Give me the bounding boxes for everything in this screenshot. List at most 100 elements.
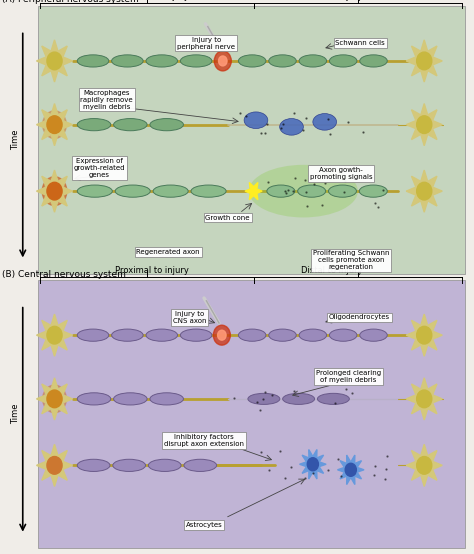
Circle shape: [47, 326, 62, 344]
Polygon shape: [36, 444, 73, 486]
Polygon shape: [36, 170, 73, 212]
Polygon shape: [36, 378, 73, 420]
Ellipse shape: [249, 165, 358, 217]
Ellipse shape: [244, 112, 268, 129]
Ellipse shape: [180, 55, 212, 67]
Polygon shape: [337, 455, 364, 485]
Text: Oligodendrocytes: Oligodendrocytes: [329, 315, 390, 320]
Circle shape: [345, 463, 356, 476]
Circle shape: [47, 116, 62, 134]
Text: Inhibitory factors
disrupt axon extension: Inhibitory factors disrupt axon extensio…: [164, 434, 244, 447]
Ellipse shape: [77, 393, 111, 405]
Text: Proximal to injury: Proximal to injury: [115, 0, 189, 1]
Circle shape: [218, 330, 226, 340]
Ellipse shape: [267, 185, 295, 197]
Text: Macrophages
rapidly remove
myelin debris: Macrophages rapidly remove myelin debris: [80, 90, 133, 110]
Ellipse shape: [238, 329, 266, 341]
Circle shape: [47, 456, 62, 474]
Ellipse shape: [77, 459, 110, 471]
Ellipse shape: [298, 185, 326, 197]
Text: Astrocytes: Astrocytes: [185, 522, 222, 528]
Circle shape: [417, 182, 432, 200]
Text: (A) Peripheral nervous system: (A) Peripheral nervous system: [2, 0, 139, 4]
Polygon shape: [406, 40, 442, 82]
Circle shape: [307, 458, 319, 471]
Circle shape: [47, 52, 62, 70]
Polygon shape: [406, 378, 442, 420]
Ellipse shape: [180, 329, 212, 341]
Ellipse shape: [318, 393, 349, 404]
Ellipse shape: [328, 185, 356, 197]
Ellipse shape: [360, 55, 387, 67]
Ellipse shape: [313, 114, 337, 130]
Polygon shape: [406, 170, 442, 212]
Ellipse shape: [114, 393, 147, 405]
Circle shape: [417, 456, 432, 474]
Circle shape: [214, 51, 231, 71]
Polygon shape: [406, 104, 442, 146]
Ellipse shape: [112, 329, 143, 341]
Circle shape: [47, 182, 62, 200]
Ellipse shape: [299, 329, 327, 341]
Ellipse shape: [148, 459, 181, 471]
Text: Proliferating Schwann
cells promote axon
regeneration: Proliferating Schwann cells promote axon…: [312, 250, 389, 270]
Text: Injury to
CNS axon: Injury to CNS axon: [173, 311, 206, 324]
Ellipse shape: [184, 459, 217, 471]
Ellipse shape: [329, 55, 357, 67]
Polygon shape: [406, 444, 442, 486]
Polygon shape: [36, 314, 73, 356]
Text: Time: Time: [11, 404, 19, 424]
Text: Prolonged clearing
of myelin debris: Prolonged clearing of myelin debris: [316, 370, 381, 383]
Ellipse shape: [77, 185, 112, 197]
Ellipse shape: [359, 185, 387, 197]
FancyBboxPatch shape: [38, 280, 465, 548]
FancyBboxPatch shape: [38, 6, 465, 274]
Ellipse shape: [299, 55, 327, 67]
Circle shape: [417, 326, 432, 344]
Polygon shape: [300, 449, 326, 479]
Ellipse shape: [269, 55, 296, 67]
Ellipse shape: [329, 329, 357, 341]
Circle shape: [43, 385, 66, 413]
Ellipse shape: [283, 393, 315, 404]
Polygon shape: [245, 182, 262, 200]
Ellipse shape: [150, 393, 183, 405]
Ellipse shape: [153, 185, 188, 197]
Polygon shape: [406, 314, 442, 356]
Ellipse shape: [269, 329, 296, 341]
Ellipse shape: [77, 119, 111, 131]
Text: Schwann cells: Schwann cells: [336, 40, 385, 46]
Text: Regenerated axon: Regenerated axon: [137, 249, 200, 255]
Text: Growth cone: Growth cone: [205, 215, 250, 220]
Text: Proximal to injury: Proximal to injury: [115, 266, 189, 275]
Text: Expression of
growth-related
genes: Expression of growth-related genes: [74, 158, 125, 178]
Text: Distal to injury: Distal to injury: [301, 0, 363, 1]
Text: Time: Time: [11, 130, 19, 150]
Ellipse shape: [150, 119, 183, 131]
Circle shape: [219, 56, 227, 66]
Ellipse shape: [113, 459, 146, 471]
Circle shape: [42, 177, 67, 206]
Ellipse shape: [360, 329, 387, 341]
Text: (B) Central nervous system: (B) Central nervous system: [2, 270, 126, 279]
Ellipse shape: [191, 185, 226, 197]
Circle shape: [43, 111, 66, 138]
Ellipse shape: [146, 55, 178, 67]
Circle shape: [417, 390, 432, 408]
Text: Injury to
peripheral nerve: Injury to peripheral nerve: [177, 37, 235, 50]
Circle shape: [417, 52, 432, 70]
Polygon shape: [36, 40, 73, 82]
Text: Distal to injury: Distal to injury: [301, 266, 363, 275]
Ellipse shape: [115, 185, 150, 197]
Ellipse shape: [280, 119, 303, 135]
Ellipse shape: [238, 55, 266, 67]
Ellipse shape: [146, 329, 178, 341]
Ellipse shape: [112, 55, 143, 67]
Circle shape: [47, 390, 62, 408]
Ellipse shape: [248, 393, 280, 404]
Circle shape: [213, 325, 230, 345]
Ellipse shape: [77, 55, 109, 67]
Ellipse shape: [114, 119, 147, 131]
Circle shape: [417, 116, 432, 134]
Polygon shape: [36, 104, 73, 146]
